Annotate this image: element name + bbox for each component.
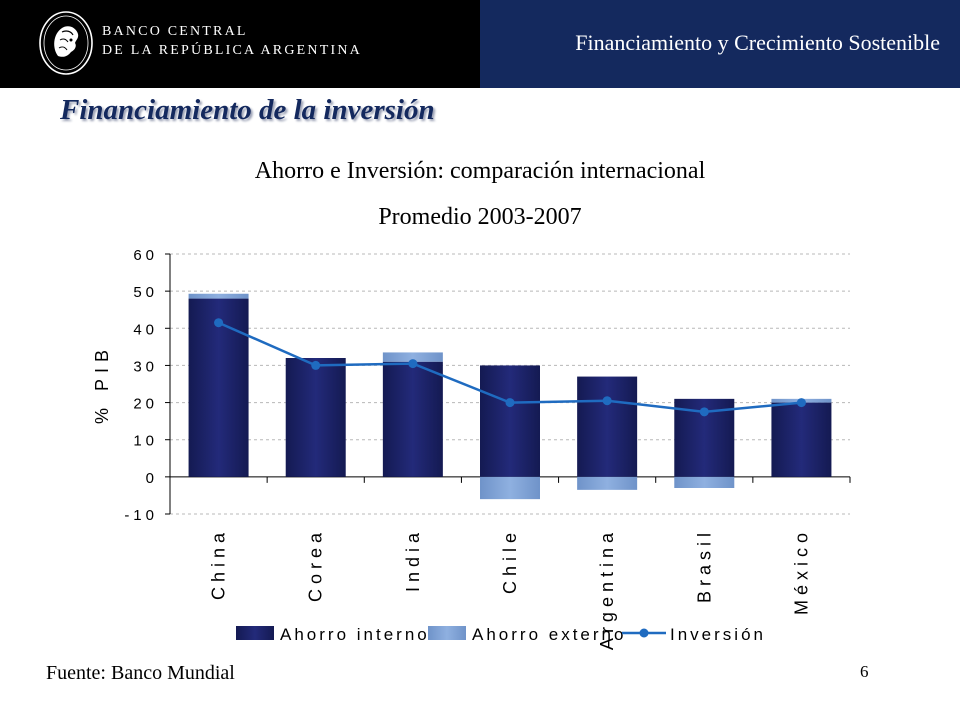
page-number: 6: [860, 662, 869, 681]
y-tick-label: 60: [133, 247, 158, 264]
source-note: Fuente: Banco Mundial: [46, 662, 235, 684]
legend-label-ahorro-interno: Ahorro interno: [280, 625, 430, 644]
legend-swatch-ahorro-externo: [428, 626, 466, 640]
chart-subtitle: Promedio 2003-2007: [378, 204, 582, 230]
legend-marker-inversion: [639, 628, 649, 638]
y-tick-label: 50: [133, 284, 158, 301]
x-category-label: Chile: [500, 528, 520, 594]
point-inversion: [214, 318, 224, 328]
bar-ahorro-interno: [480, 365, 540, 477]
bank-name-line1: BANCO CENTRAL: [102, 24, 248, 39]
x-category-label: Brasil: [694, 528, 714, 603]
bar-ahorro-externo: [382, 352, 443, 362]
y-tick-label: 30: [133, 358, 158, 375]
bar-ahorro-externo: [480, 476, 540, 500]
bar-ahorro-externo: [577, 476, 638, 490]
bar-ahorro-interno: [382, 361, 443, 477]
y-axis-label: % PIB: [92, 344, 112, 424]
chart-title: Ahorro e Inversión: comparación internac…: [254, 158, 706, 184]
point-inversion: [796, 398, 806, 408]
x-category-label: Corea: [306, 528, 326, 602]
header-bank-panel: BANCO CENTRAL DE LA REPÚBLICA ARGENTINA: [0, 0, 480, 88]
x-category-label: China: [209, 528, 229, 600]
x-category-label: México: [791, 528, 811, 615]
x-category-label: India: [403, 528, 423, 592]
x-category-label: Argentina: [597, 528, 617, 650]
point-inversion: [311, 360, 321, 370]
point-inversion: [505, 398, 515, 408]
bank-seal-logo: [39, 11, 93, 75]
header-title-panel: [480, 0, 960, 88]
y-tick-label: 40: [133, 321, 158, 338]
bar-ahorro-interno: [577, 376, 638, 477]
y-tick-label: 10: [133, 433, 158, 450]
y-tick-label: 20: [133, 396, 158, 413]
presentation-title: Financiamiento y Crecimiento Sostenible: [575, 30, 940, 55]
point-inversion: [699, 407, 709, 417]
legend-label-inversion: Inversión: [670, 625, 766, 644]
y-tick-label: -10: [124, 507, 158, 524]
section-title: Financiamiento de la inversión: [60, 94, 435, 126]
point-inversion: [408, 359, 418, 369]
legend-swatch-ahorro-interno: [236, 626, 274, 640]
bar-ahorro-interno: [285, 358, 346, 477]
bank-name-line2: DE LA REPÚBLICA ARGENTINA: [102, 43, 362, 58]
bar-ahorro-interno: [188, 298, 249, 477]
point-inversion: [602, 396, 612, 406]
bar-ahorro-externo: [674, 476, 735, 488]
legend-label-ahorro-externo: Ahorro externo: [472, 625, 626, 644]
y-tick-label: 0: [146, 470, 158, 487]
bar-ahorro-interno: [771, 402, 832, 477]
bar-ahorro-externo: [188, 293, 249, 299]
